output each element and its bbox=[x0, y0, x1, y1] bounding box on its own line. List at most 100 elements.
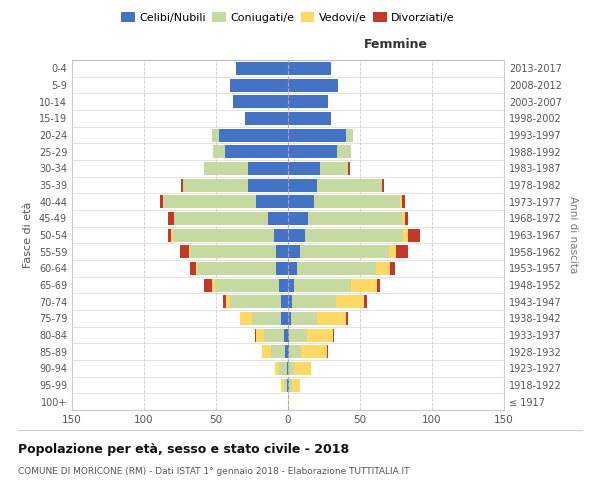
Bar bbox=[287, 362, 288, 375]
Y-axis label: Fasce di età: Fasce di età bbox=[23, 202, 33, 268]
Bar bbox=[402, 195, 404, 208]
Bar bbox=[224, 145, 288, 158]
Bar bbox=[190, 262, 196, 275]
Bar bbox=[174, 212, 268, 225]
Bar bbox=[288, 62, 331, 75]
Bar bbox=[281, 378, 284, 392]
Bar bbox=[288, 212, 308, 225]
Bar bbox=[403, 228, 407, 241]
Bar bbox=[275, 362, 280, 375]
Bar bbox=[256, 328, 263, 342]
Bar bbox=[327, 345, 328, 358]
Bar bbox=[320, 162, 349, 175]
Bar bbox=[396, 245, 407, 258]
Bar bbox=[262, 345, 271, 358]
Bar bbox=[248, 162, 288, 175]
Bar bbox=[288, 95, 328, 108]
Text: Femmine: Femmine bbox=[364, 38, 428, 52]
Bar bbox=[172, 228, 173, 241]
Bar bbox=[277, 245, 288, 258]
Bar bbox=[288, 295, 292, 308]
Bar bbox=[346, 312, 349, 325]
Bar bbox=[292, 378, 299, 392]
Bar bbox=[288, 228, 305, 241]
Bar bbox=[252, 312, 281, 325]
Bar bbox=[169, 228, 172, 241]
Bar bbox=[280, 278, 288, 291]
Bar bbox=[288, 178, 317, 192]
Bar bbox=[196, 262, 197, 275]
Bar bbox=[230, 78, 288, 92]
Bar bbox=[288, 345, 289, 358]
Bar bbox=[190, 245, 277, 258]
Legend: Celibi/Nubili, Coniugati/e, Vedovi/e, Divorziati/e: Celibi/Nubili, Coniugati/e, Vedovi/e, Di… bbox=[117, 8, 459, 28]
Bar bbox=[281, 295, 288, 308]
Bar bbox=[213, 145, 224, 158]
Bar bbox=[288, 245, 299, 258]
Bar bbox=[305, 228, 403, 241]
Bar bbox=[294, 362, 311, 375]
Bar bbox=[307, 328, 332, 342]
Bar bbox=[285, 345, 288, 358]
Bar bbox=[212, 278, 215, 291]
Bar bbox=[288, 162, 320, 175]
Bar bbox=[288, 378, 289, 392]
Bar bbox=[230, 295, 281, 308]
Bar bbox=[389, 245, 396, 258]
Bar bbox=[346, 128, 353, 141]
Bar bbox=[169, 212, 174, 225]
Bar bbox=[288, 128, 346, 141]
Bar bbox=[274, 228, 288, 241]
Bar bbox=[268, 212, 288, 225]
Bar bbox=[255, 328, 256, 342]
Bar bbox=[281, 312, 288, 325]
Bar bbox=[226, 295, 230, 308]
Bar bbox=[197, 262, 277, 275]
Bar bbox=[382, 178, 385, 192]
Bar bbox=[223, 295, 226, 308]
Bar bbox=[288, 112, 331, 125]
Bar bbox=[335, 295, 364, 308]
Bar bbox=[294, 278, 352, 291]
Bar bbox=[288, 262, 296, 275]
Bar bbox=[404, 212, 407, 225]
Bar bbox=[284, 378, 287, 392]
Bar bbox=[376, 262, 390, 275]
Bar bbox=[308, 212, 402, 225]
Bar bbox=[205, 162, 248, 175]
Bar bbox=[181, 178, 183, 192]
Text: COMUNE DI MORICONE (RM) - Dati ISTAT 1° gennaio 2018 - Elaborazione TUTTITALIA.I: COMUNE DI MORICONE (RM) - Dati ISTAT 1° … bbox=[18, 468, 409, 476]
Bar bbox=[241, 312, 252, 325]
Bar bbox=[296, 262, 376, 275]
Bar bbox=[180, 245, 188, 258]
Bar bbox=[263, 328, 284, 342]
Bar bbox=[314, 195, 400, 208]
Bar bbox=[160, 195, 163, 208]
Bar bbox=[248, 178, 288, 192]
Bar bbox=[289, 328, 307, 342]
Bar bbox=[317, 312, 346, 325]
Bar bbox=[288, 278, 294, 291]
Bar bbox=[288, 362, 294, 375]
Bar bbox=[215, 278, 280, 291]
Bar bbox=[188, 245, 190, 258]
Bar bbox=[289, 345, 301, 358]
Bar bbox=[390, 262, 395, 275]
Bar bbox=[301, 345, 327, 358]
Bar bbox=[377, 278, 380, 291]
Bar bbox=[277, 262, 288, 275]
Bar bbox=[337, 145, 352, 158]
Bar bbox=[349, 162, 350, 175]
Bar bbox=[288, 312, 291, 325]
Bar bbox=[280, 362, 287, 375]
Bar bbox=[219, 128, 288, 141]
Bar bbox=[400, 195, 402, 208]
Bar bbox=[402, 212, 404, 225]
Bar bbox=[256, 195, 288, 208]
Bar bbox=[352, 278, 377, 291]
Bar bbox=[317, 178, 382, 192]
Bar bbox=[284, 328, 288, 342]
Bar bbox=[288, 395, 289, 408]
Bar bbox=[212, 128, 219, 141]
Bar bbox=[407, 228, 421, 241]
